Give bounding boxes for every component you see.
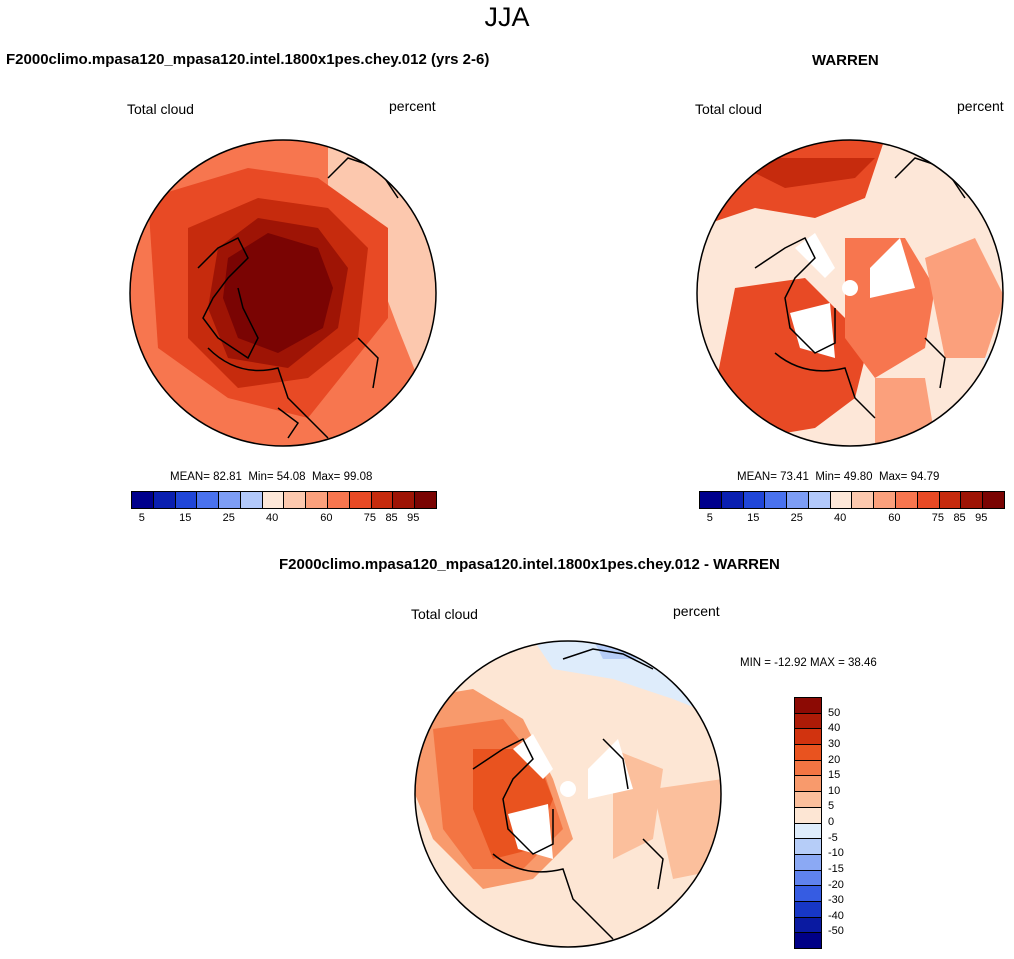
obs-colorbar: [699, 491, 1005, 509]
colorbar-swatch: [795, 917, 821, 934]
colorbar-tick-label: 85: [385, 512, 398, 524]
colorbar-swatch: [939, 492, 962, 508]
diff-polar-map: [414, 640, 722, 948]
colorbar-tick-label: 15: [747, 512, 760, 524]
diff-colorbar-tick-label: -5: [828, 831, 838, 844]
diff-field-label: Total cloud: [411, 606, 478, 622]
colorbar-swatch: [175, 492, 198, 508]
colorbar-swatch: [349, 492, 372, 508]
obs-polar-map: [696, 139, 1004, 447]
colorbar-swatch: [700, 492, 722, 508]
colorbar-swatch: [795, 776, 821, 793]
diff-colorbar-tick-label: 30: [828, 737, 841, 750]
colorbar-swatch: [240, 492, 263, 508]
colorbar-swatch: [852, 492, 875, 508]
colorbar-swatch: [795, 886, 821, 902]
colorbar-tick-label: 75: [931, 512, 944, 524]
colorbar-swatch: [795, 745, 821, 761]
diff-colorbar-tick-label: 0: [828, 816, 835, 828]
diff-colorbar-tick-label: -20: [828, 878, 844, 891]
colorbar-swatch: [896, 492, 918, 508]
colorbar-swatch: [795, 807, 821, 824]
diff-colorbar-tick-label: 10: [828, 784, 841, 797]
colorbar-tick-label: 40: [266, 512, 279, 524]
colorbar-swatch: [371, 492, 394, 508]
diff-minmax: MIN = -12.92 MAX = 38.46: [740, 657, 877, 669]
colorbar-swatch: [795, 823, 821, 840]
model-panel-title: F2000climo.mpasa120_mpasa120.intel.1800x…: [6, 51, 490, 68]
diff-colorbar-tick-label: 20: [828, 753, 841, 766]
colorbar-swatch: [795, 854, 821, 871]
model-colorbar: [131, 491, 437, 509]
colorbar-tick-label: 95: [407, 512, 420, 524]
colorbar-tick-label: 60: [888, 512, 901, 524]
colorbar-swatch: [795, 839, 821, 855]
colorbar-tick-label: 60: [320, 512, 333, 524]
colorbar-tick-label: 5: [706, 512, 713, 524]
colorbar-swatch: [795, 901, 821, 918]
diff-colorbar-tick-label: 40: [828, 722, 841, 735]
colorbar-swatch: [808, 492, 831, 508]
colorbar-swatch: [262, 492, 285, 508]
model-field-label: Total cloud: [127, 101, 194, 117]
diff-colorbar-tick-label: -15: [828, 862, 844, 875]
diff-colorbar-tick-label: -40: [828, 909, 844, 922]
diff-colorbar-tick-label: 15: [828, 769, 841, 782]
colorbar-swatch: [393, 492, 416, 508]
colorbar-tick-label: 5: [138, 512, 145, 524]
diff-panel-title: F2000climo.mpasa120_mpasa120.intel.1800x…: [279, 556, 780, 573]
obs-field-label: Total cloud: [695, 101, 762, 117]
colorbar-swatch: [743, 492, 766, 508]
diff-colorbar-tick-label: -30: [828, 894, 844, 907]
colorbar-swatch: [219, 492, 241, 508]
colorbar-tick-label: 75: [363, 512, 376, 524]
colorbar-swatch: [153, 492, 176, 508]
obs-panel-title: WARREN: [812, 52, 879, 69]
colorbar-swatch: [917, 492, 940, 508]
obs-stats: MEAN= 73.41 Min= 49.80 Max= 94.79: [737, 471, 940, 483]
diff-colorbar-tick-label: 50: [828, 706, 841, 719]
diff-units-label: percent: [673, 603, 720, 619]
diff-colorbar-tick-label: 5: [828, 800, 835, 813]
colorbar-swatch: [284, 492, 307, 508]
colorbar-swatch: [721, 492, 744, 508]
colorbar-swatch: [795, 792, 821, 808]
colorbar-swatch: [830, 492, 853, 508]
colorbar-swatch: [306, 492, 329, 508]
model-units-label: percent: [389, 98, 436, 114]
colorbar-swatch: [787, 492, 809, 508]
colorbar-swatch: [197, 492, 220, 508]
diff-colorbar: [794, 697, 822, 949]
colorbar-swatch: [795, 870, 821, 887]
colorbar-swatch: [328, 492, 350, 508]
colorbar-tick-label: 25: [222, 512, 235, 524]
colorbar-tick-label: 95: [975, 512, 988, 524]
colorbar-swatch: [795, 729, 821, 746]
diff-coastlines: [472, 648, 664, 940]
colorbar-swatch: [795, 933, 821, 948]
colorbar-tick-label: 85: [953, 512, 966, 524]
colorbar-swatch: [132, 492, 154, 508]
colorbar-tick-label: 15: [179, 512, 192, 524]
diff-colorbar-tick-label: -10: [828, 847, 844, 860]
model-polar-map: [129, 139, 437, 447]
colorbar-swatch: [765, 492, 788, 508]
model-stats: MEAN= 82.81 Min= 54.08 Max= 99.08: [170, 471, 373, 483]
colorbar-swatch: [983, 492, 1004, 508]
colorbar-swatch: [961, 492, 984, 508]
colorbar-tick-label: 25: [790, 512, 803, 524]
diff-colorbar-tick-label: -50: [828, 925, 844, 938]
colorbar-swatch: [415, 492, 436, 508]
colorbar-swatch: [874, 492, 897, 508]
obs-units-label: percent: [957, 98, 1004, 114]
figure-title: JJA: [484, 2, 530, 32]
colorbar-tick-label: 40: [834, 512, 847, 524]
colorbar-swatch: [795, 760, 821, 777]
colorbar-swatch: [795, 698, 821, 714]
colorbar-swatch: [795, 713, 821, 730]
